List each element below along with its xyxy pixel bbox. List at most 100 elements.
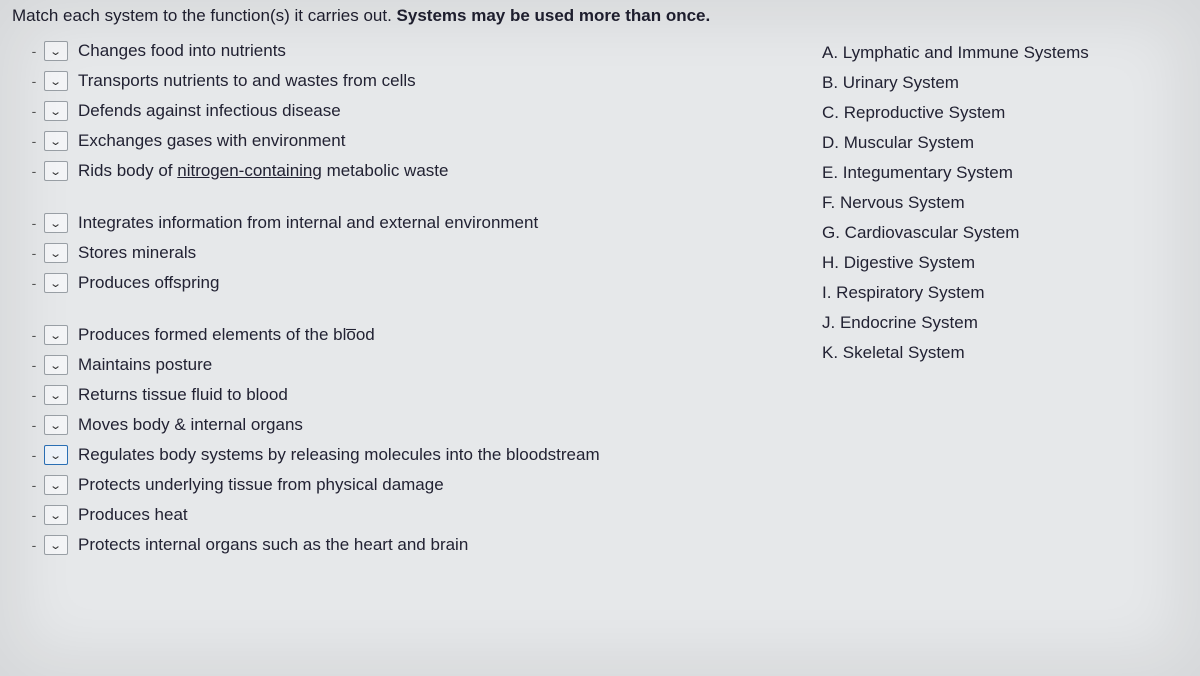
dash: - [30,245,38,261]
chevron-down-icon: ⌄ [50,329,63,342]
chevron-down-icon: ⌄ [50,509,63,522]
dash: - [30,537,38,553]
chevron-down-icon: ⌄ [50,105,63,118]
dash: - [30,43,38,59]
answer-dropdown[interactable]: ⌄ [44,385,68,405]
dash: - [30,215,38,231]
function-label: Protects internal organs such as the hea… [74,535,468,555]
dash: - [30,163,38,179]
function-label: Returns tissue fluid to blood [74,385,288,405]
answer-option: D. Muscular System [822,128,1188,158]
chevron-down-icon: ⌄ [50,449,63,462]
chevron-down-icon: ⌄ [50,165,63,178]
function-row: -⌄ Produces formed elements of the blo̅od [12,320,792,350]
function-row: -⌄ Protects internal organs such as the h… [12,530,792,560]
dash: - [30,417,38,433]
answer-option: C. Reproductive System [822,98,1188,128]
function-label: Protects underlying tissue from physical… [74,475,444,495]
chevron-down-icon: ⌄ [50,389,63,402]
function-row: -⌄ Defends against infectious disease [12,96,792,126]
answer-dropdown[interactable]: ⌄ [44,505,68,525]
chevron-down-icon: ⌄ [50,539,63,552]
dash: - [30,275,38,291]
question-sheet: Match each system to the function(s) it … [0,0,1200,676]
function-label: Maintains posture [74,355,212,375]
chevron-down-icon: ⌄ [50,419,63,432]
dash: - [30,507,38,523]
dash: - [30,327,38,343]
dash: - [30,357,38,373]
function-group: -⌄Changes food into nutrients-⌄Transport… [12,36,792,186]
answer-dropdown[interactable]: ⌄ [44,535,68,555]
function-label: Changes food into nutrients [74,41,286,61]
answer-option: A. Lymphatic and Immune Systems [822,38,1188,68]
answer-dropdown[interactable]: ⌄ [44,101,68,121]
answer-dropdown[interactable]: ⌄ [44,161,68,181]
answer-dropdown[interactable]: ⌄ [44,325,68,345]
function-row: -⌄ Produces offspring [12,268,792,298]
answer-option: J. Endocrine System [822,308,1188,338]
answer-option: F. Nervous System [822,188,1188,218]
function-row: -⌄ Returns tissue fluid to blood [12,380,792,410]
functions-column: -⌄Changes food into nutrients-⌄Transport… [12,36,792,582]
answer-option: G. Cardiovascular System [822,218,1188,248]
answer-dropdown[interactable]: ⌄ [44,41,68,61]
function-label: Produces formed elements of the blo̅od [74,325,375,345]
function-label: Integrates information from internal and… [74,213,538,233]
function-row: -⌄ Changes food into nutrients [12,36,792,66]
function-row: -⌄ Stores minerals [12,238,792,268]
function-label: Rids body of nitrogen-containing metabol… [74,161,448,181]
answer-dropdown[interactable]: ⌄ [44,213,68,233]
answer-option: E. Integumentary System [822,158,1188,188]
dash: - [30,387,38,403]
answer-dropdown[interactable]: ⌄ [44,355,68,375]
function-label: Regulates body systems by releasing mole… [74,445,600,465]
answer-dropdown[interactable]: ⌄ [44,273,68,293]
chevron-down-icon: ⌄ [50,277,63,290]
function-row: -⌄ Maintains posture [12,350,792,380]
dash: - [30,477,38,493]
dash: - [30,73,38,89]
chevron-down-icon: ⌄ [50,135,63,148]
answer-option: K. Skeletal System [822,338,1188,368]
answer-dropdown[interactable]: ⌄ [44,71,68,91]
answer-option: B. Urinary System [822,68,1188,98]
dash: - [30,133,38,149]
function-label: Exchanges gases with environment [74,131,345,151]
chevron-down-icon: ⌄ [50,75,63,88]
instruction-text: Match each system to the function(s) it … [12,6,1188,26]
dash: - [30,447,38,463]
answer-dropdown[interactable]: ⌄ [44,131,68,151]
chevron-down-icon: ⌄ [50,247,63,260]
function-row: -⌄ Produces heat [12,500,792,530]
answer-dropdown[interactable]: ⌄ [44,415,68,435]
function-row: -⌄ Transports nutrients to and wastes fro… [12,66,792,96]
function-label: Transports nutrients to and wastes from … [74,71,416,91]
instruction-prefix: Match each system to the function(s) it … [12,6,397,25]
answer-option: I. Respiratory System [822,278,1188,308]
chevron-down-icon: ⌄ [50,217,63,230]
answer-dropdown[interactable]: ⌄ [44,445,68,465]
function-row: -⌄ Rids body of nitrogen-containing metab… [12,156,792,186]
chevron-down-icon: ⌄ [50,479,63,492]
columns: -⌄Changes food into nutrients-⌄Transport… [12,36,1188,582]
instruction-bold: Systems may be used more than once. [397,6,711,25]
answer-dropdown[interactable]: ⌄ [44,475,68,495]
function-row: -⌄ Regulates body systems by releasing mo… [12,440,792,470]
function-row: -⌄ Protects underlying tissue from physic… [12,470,792,500]
function-label: Produces offspring [74,273,219,293]
dash: - [30,103,38,119]
answer-dropdown[interactable]: ⌄ [44,243,68,263]
function-row: -⌄ Moves body & internal organs [12,410,792,440]
function-label: Stores minerals [74,243,196,263]
options-column: A. Lymphatic and Immune SystemsB. Urinar… [822,36,1188,582]
chevron-down-icon: ⌄ [50,359,63,372]
answer-option: H. Digestive System [822,248,1188,278]
function-row: -⌄ Integrates information from internal a… [12,208,792,238]
function-group: -⌄Integrates information from internal a… [12,208,792,298]
function-label: Defends against infectious disease [74,101,341,121]
function-label: Moves body & internal organs [74,415,303,435]
function-label: Produces heat [74,505,188,525]
chevron-down-icon: ⌄ [50,45,63,58]
function-group: -⌄Produces formed elements of the blo̅od… [12,320,792,560]
